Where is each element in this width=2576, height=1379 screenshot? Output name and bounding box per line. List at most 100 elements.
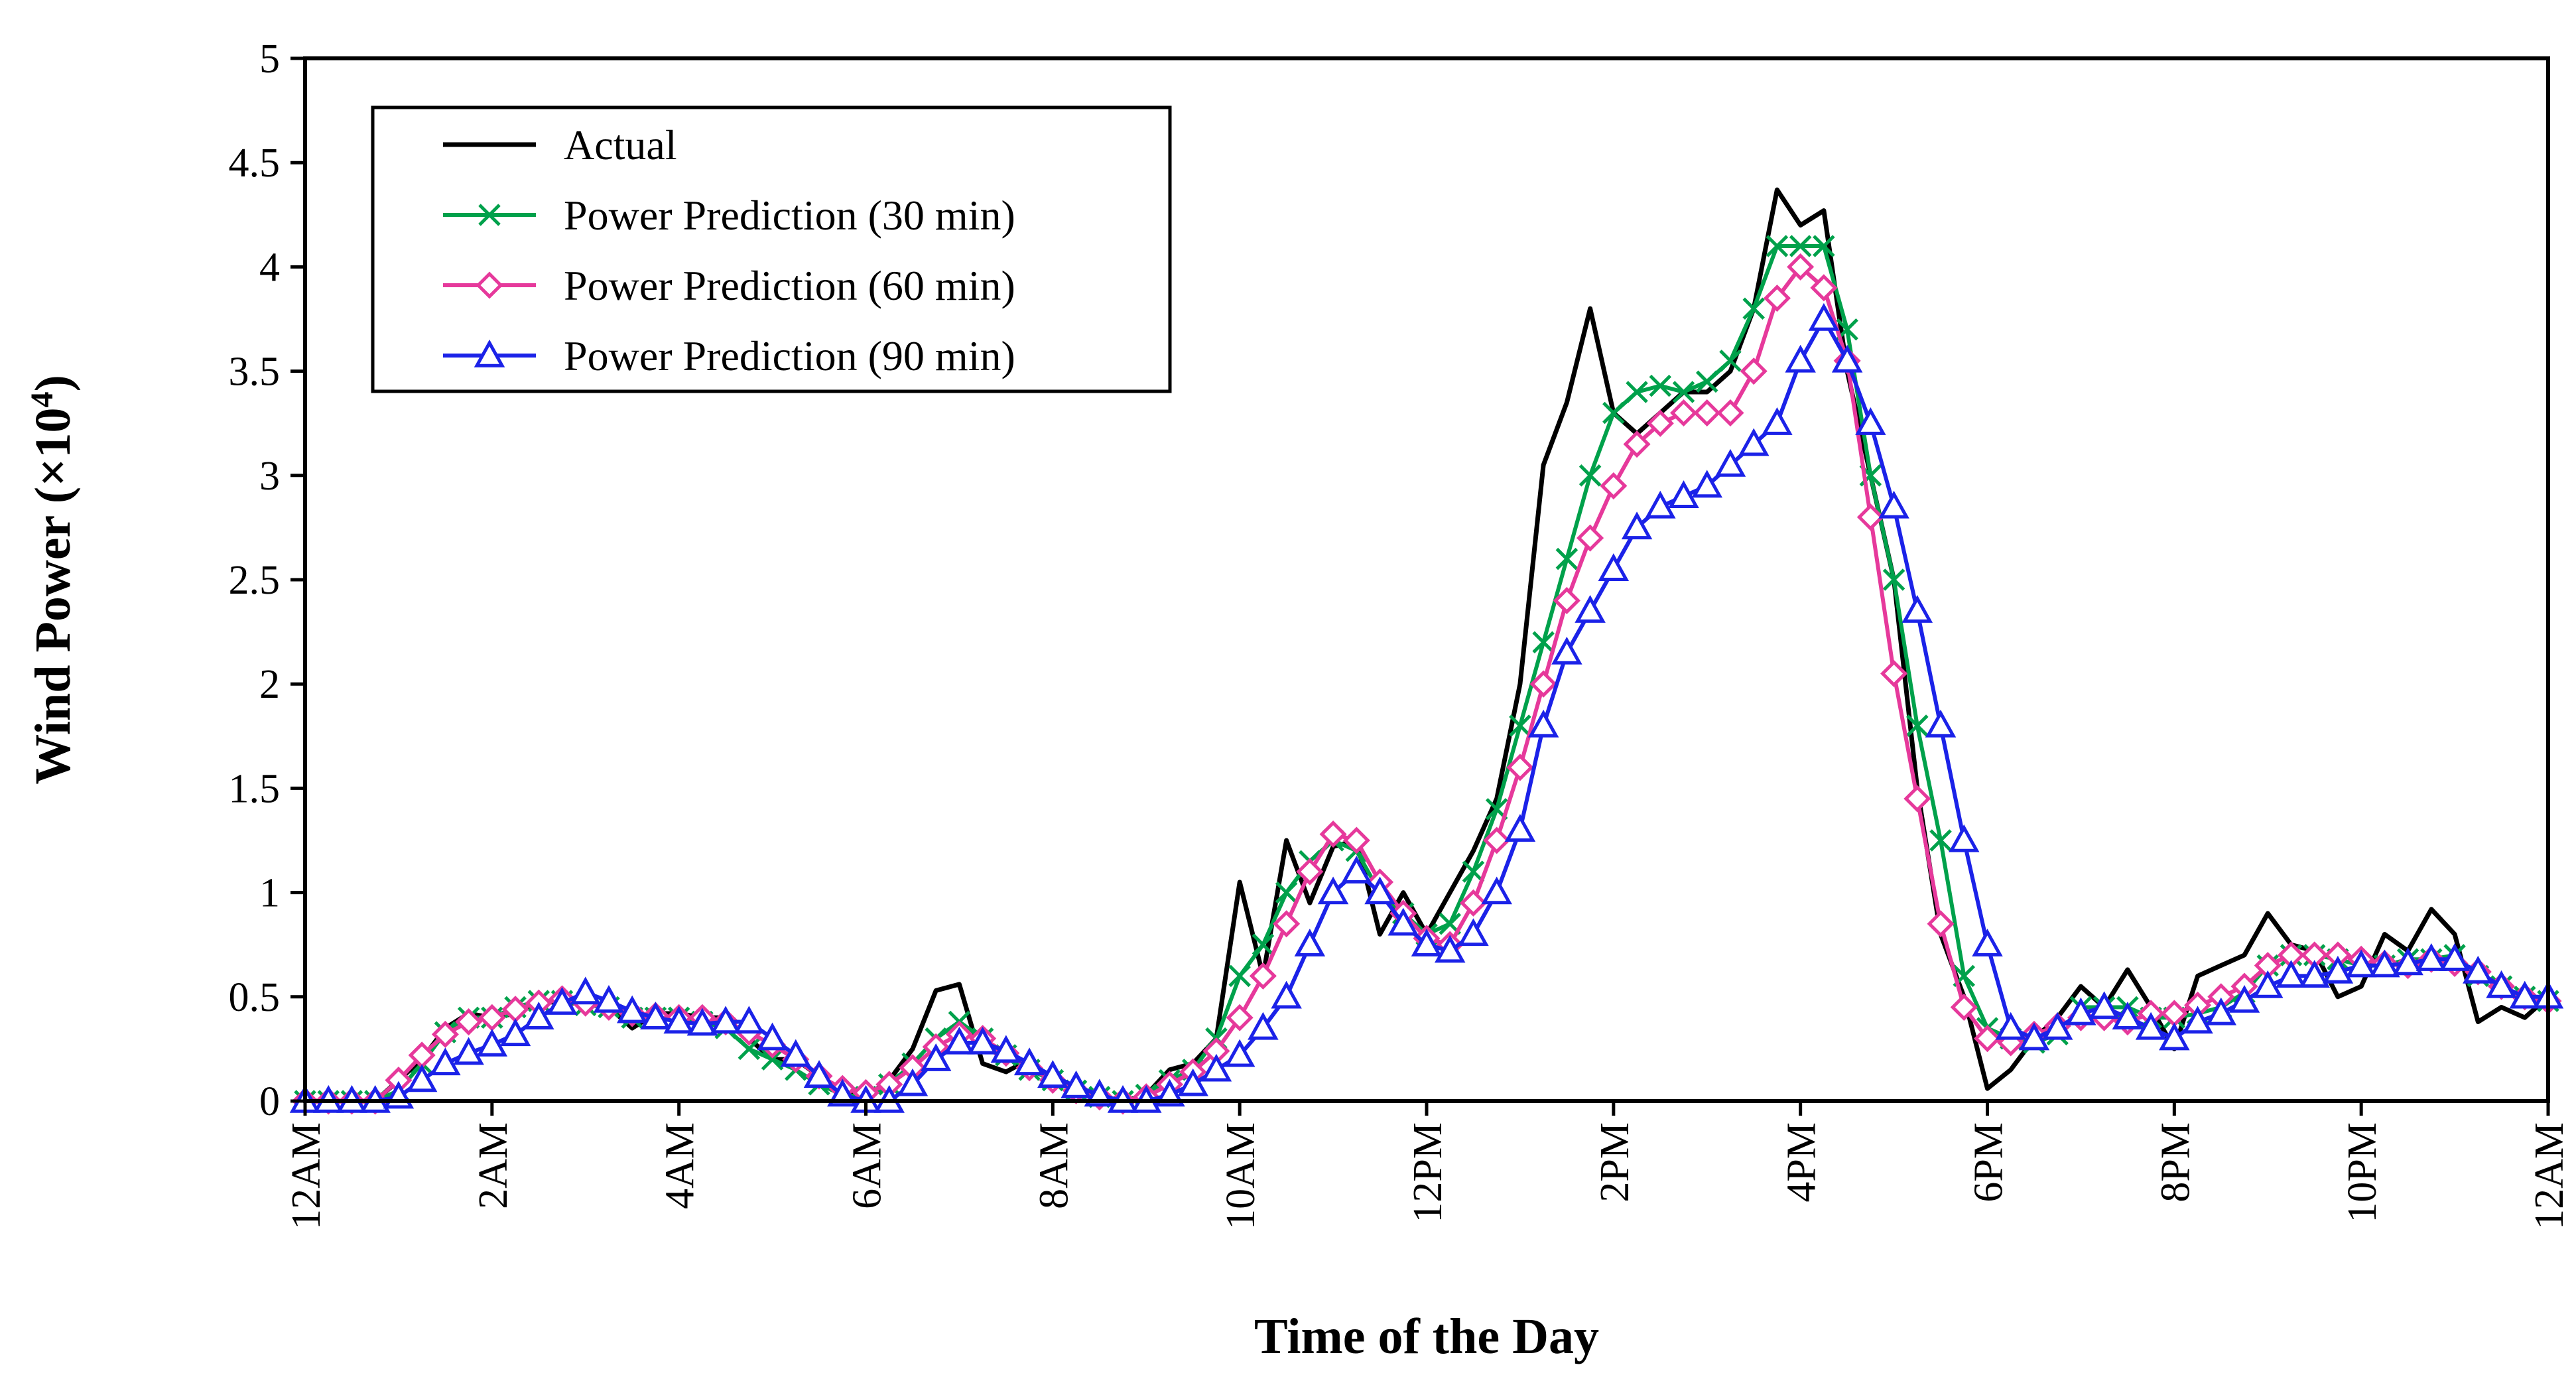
data-point-marker — [1224, 1039, 1256, 1067]
data-point-marker — [1506, 754, 1534, 781]
data-point-marker — [1177, 1068, 1208, 1096]
y-tick-label: 0 — [259, 1079, 280, 1124]
data-point-marker — [1364, 876, 1395, 905]
data-point-marker — [499, 1018, 531, 1047]
data-point-marker — [1621, 511, 1653, 540]
legend-entry: Actual — [443, 121, 677, 168]
data-point-marker — [2205, 997, 2237, 1025]
data-point-marker — [1294, 929, 1326, 956]
data-point-marker — [1598, 553, 1630, 581]
data-point-marker — [1527, 709, 1559, 738]
data-point-marker — [1719, 350, 1742, 372]
data-point-marker — [2322, 955, 2354, 984]
legend-label: Power Prediction (60 min) — [564, 262, 1015, 309]
data-point-marker — [2112, 1002, 2144, 1029]
data-point-marker — [2228, 984, 2260, 1013]
data-point-marker — [1766, 235, 1789, 257]
legend-swatch-marker — [476, 271, 503, 299]
y-axis-title-superscript: 4 — [25, 392, 60, 408]
x-tick-label: 12AM — [284, 1122, 329, 1230]
x-axis-ticks: 12AM 2AM 4AM 6AM 8AM 10AM 12PM 2PM 4PM 6PM 8PM 10PM… — [284, 1101, 2572, 1230]
data-point-marker — [1972, 929, 2003, 956]
data-point-marker — [455, 1008, 483, 1036]
data-point-marker — [1411, 929, 1443, 956]
data-point-marker — [1248, 1012, 1279, 1040]
data-point-marker — [967, 1026, 998, 1055]
data-point-marker — [1462, 860, 1485, 883]
legend-entry: Power Prediction (90 min) — [443, 332, 1015, 379]
data-point-marker — [1668, 480, 1699, 508]
data-point-marker — [1483, 826, 1511, 854]
data-point-marker — [734, 1006, 765, 1034]
data-point-marker — [570, 976, 601, 1005]
data-point-marker — [1578, 464, 1602, 487]
data-point-marker — [2392, 947, 2423, 976]
legend-entries: Actual Power Prediction (30 min) Power Pre… — [443, 121, 1015, 379]
data-point-marker — [640, 1002, 671, 1029]
data-point-marker — [2065, 997, 2096, 1025]
data-point-marker — [1228, 964, 1251, 988]
data-point-marker — [1602, 401, 1625, 425]
data-point-marker — [2041, 1012, 2073, 1040]
y-axis-ticks: 0 0.5 1 1.5 2 2.5 3 3.5 4 4.5 5 — [229, 36, 305, 1124]
data-point-marker — [1600, 472, 1628, 500]
data-point-marker — [431, 1020, 459, 1048]
data-point-marker — [710, 1006, 741, 1034]
data-point-marker — [1226, 1004, 1254, 1031]
x-tick-label: 8PM — [2153, 1122, 2198, 1203]
data-point-marker — [803, 1060, 835, 1088]
data-point-marker — [2089, 991, 2120, 1019]
data-point-marker — [1880, 659, 1908, 688]
y-axis-title-close: ) — [25, 375, 81, 391]
data-point-marker — [944, 1026, 975, 1055]
y-tick-label: 1.5 — [229, 766, 281, 811]
legend-label: Actual — [564, 121, 677, 168]
series-3 — [289, 302, 2564, 1113]
data-point-marker — [406, 1064, 438, 1092]
data-point-marker — [1319, 821, 1347, 848]
data-point-marker — [1626, 381, 1648, 403]
legend-label: Power Prediction (90 min) — [564, 332, 1015, 379]
data-point-marker — [523, 1002, 554, 1029]
data-point-marker — [1649, 374, 1672, 397]
data-point-marker — [2182, 1006, 2213, 1034]
data-point-marker — [1973, 1025, 2002, 1053]
data-point-marker — [1763, 285, 1791, 312]
data-point-marker — [1906, 714, 1929, 737]
data-point-marker — [757, 1022, 788, 1051]
data-point-marker — [1645, 490, 1676, 519]
data-point-marker — [1271, 980, 1302, 1009]
x-axis-title: Time of the Day — [1254, 1309, 1599, 1364]
data-point-marker — [547, 987, 578, 1015]
legend-entry: Power Prediction (30 min) — [443, 192, 1015, 239]
data-point-marker — [1787, 253, 1815, 281]
x-tick-label: 12AM — [2527, 1122, 2572, 1230]
data-point-marker — [453, 1037, 484, 1065]
data-point-marker — [1459, 889, 1487, 917]
data-point-marker — [686, 1008, 718, 1036]
legend-entry: Power Prediction (60 min) — [443, 262, 1015, 309]
data-point-marker — [2345, 949, 2377, 978]
y-tick-label: 3 — [259, 454, 280, 499]
data-point-marker — [1925, 709, 1957, 738]
data-point-marker — [2018, 1022, 2050, 1051]
data-point-marker — [1646, 409, 1674, 437]
data-point-marker — [1878, 490, 1909, 519]
data-point-marker — [430, 1047, 461, 1076]
y-tick-label: 0.5 — [229, 975, 281, 1020]
x-tick-label: 2PM — [1592, 1122, 1638, 1203]
data-point-marker — [1504, 814, 1536, 842]
data-point-marker — [920, 1043, 952, 1071]
data-point-marker — [1575, 595, 1606, 623]
data-point-marker — [593, 984, 625, 1013]
data-point-marker — [1509, 714, 1531, 737]
data-point-marker — [663, 1006, 694, 1034]
data-point-marker — [1691, 470, 1722, 498]
x-tick-label: 6PM — [1966, 1122, 2012, 1203]
data-point-marker — [1342, 826, 1370, 854]
data-point-marker — [1317, 876, 1349, 905]
data-point-marker — [1481, 876, 1512, 905]
data-point-marker — [1789, 235, 1812, 257]
data-point-marker — [1252, 933, 1275, 956]
